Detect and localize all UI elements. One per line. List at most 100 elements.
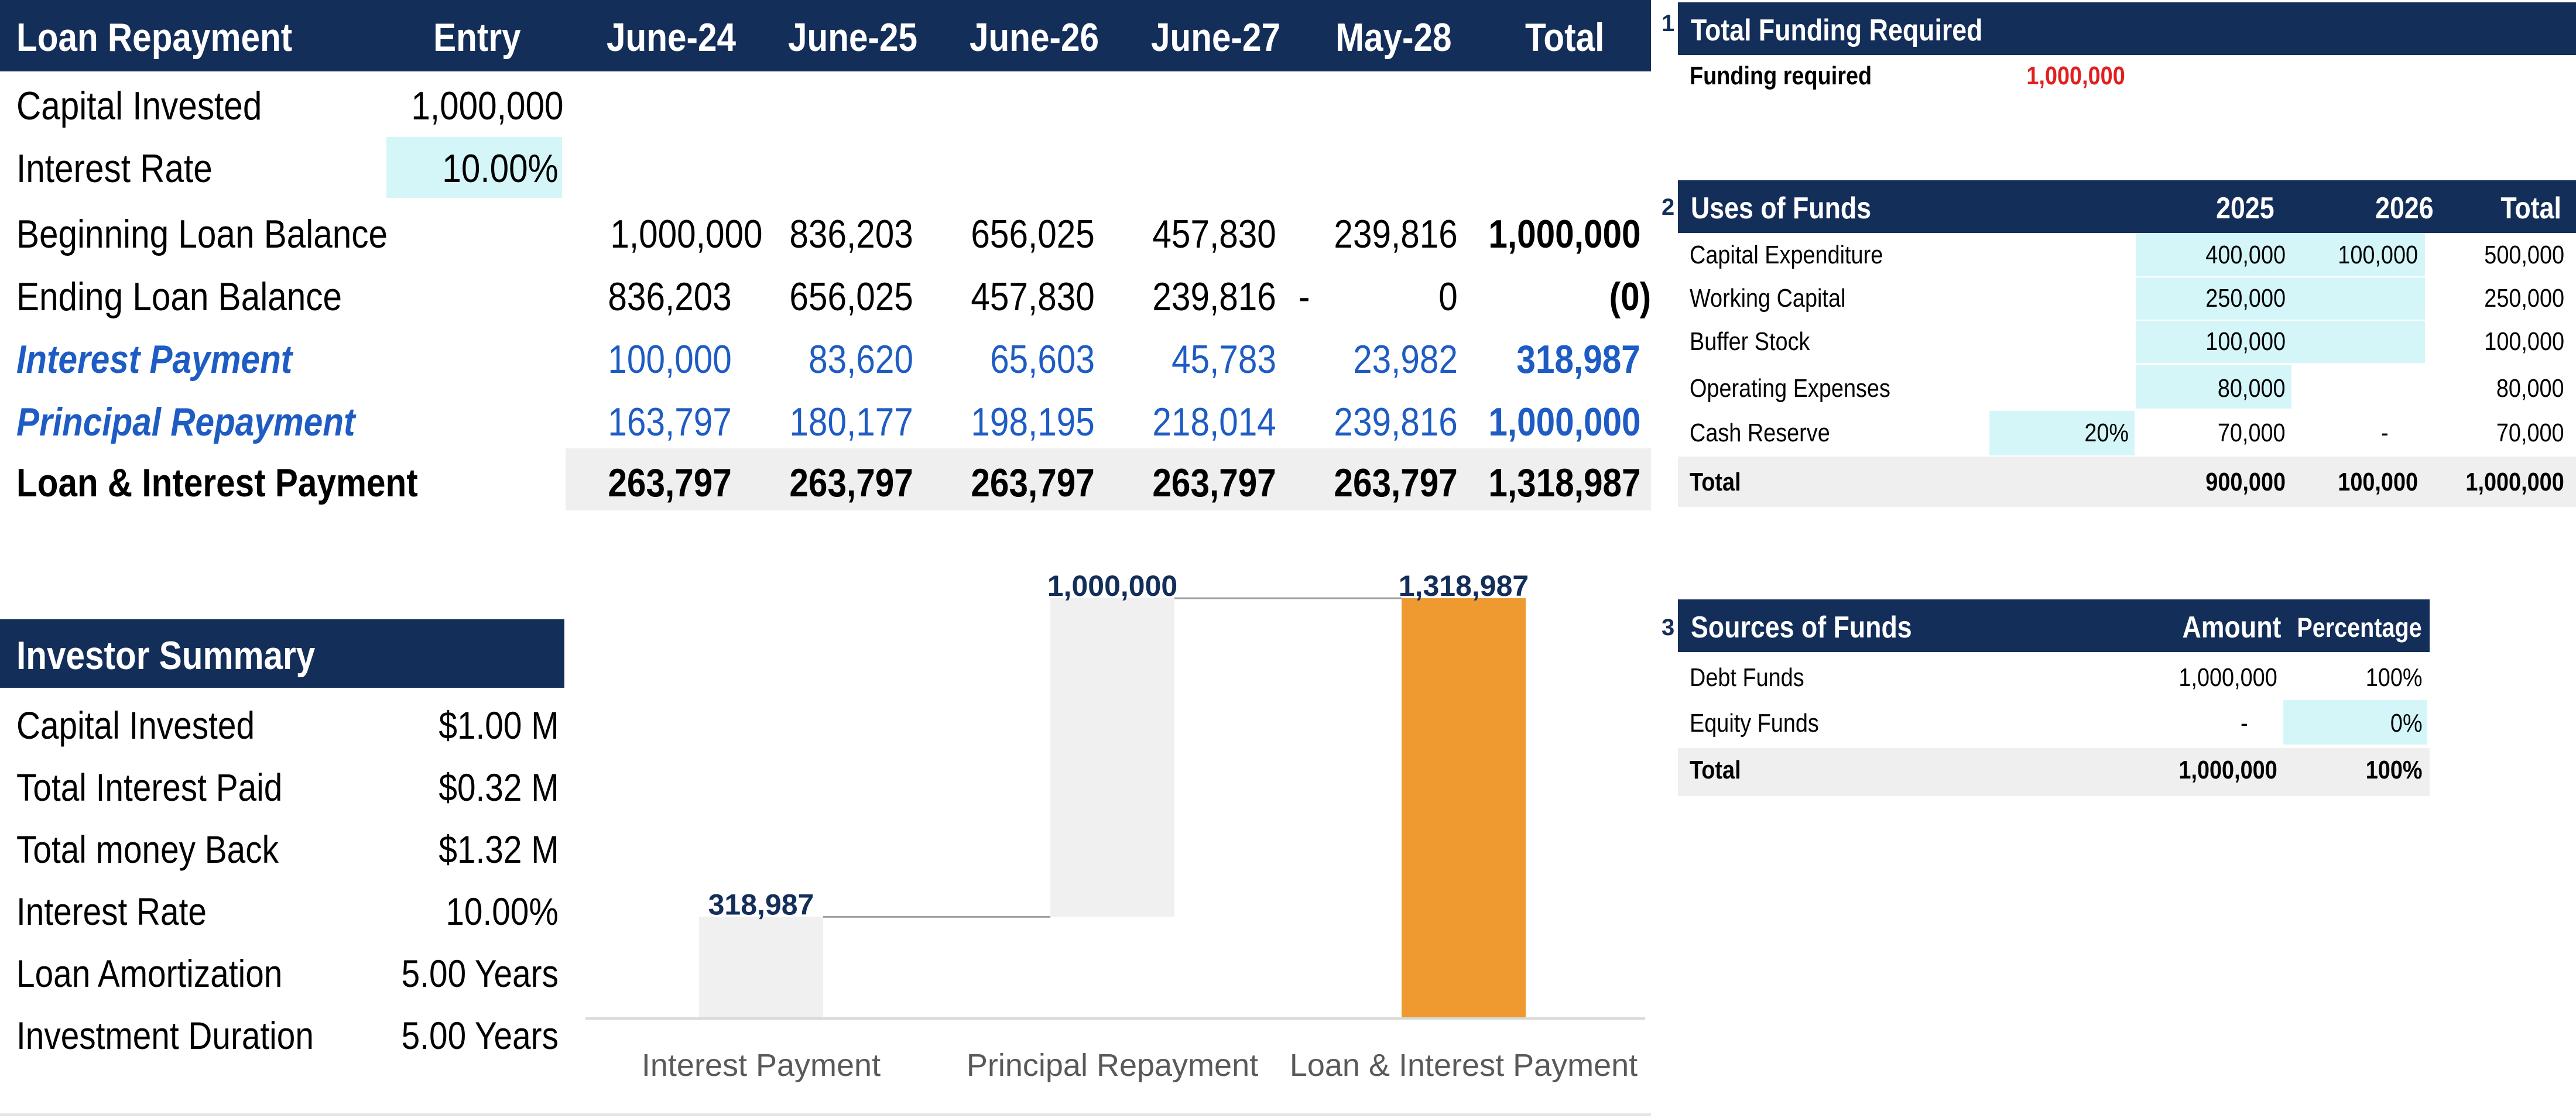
summary-label: Investment Duration [16, 1014, 314, 1057]
category-label: Principal Repayment [967, 1048, 1258, 1083]
summary-label: Capital Invested [16, 704, 255, 747]
cell-total: 1,318,987 [1488, 461, 1641, 505]
waterfall-bar [1402, 598, 1526, 1018]
uses-row-total: 70,000 [2496, 419, 2564, 447]
uses-row-2026: - [2381, 419, 2389, 447]
cell-value: 100,000 [608, 337, 732, 382]
cell-total: (0) [1609, 275, 1651, 319]
total-row-band [1678, 457, 2576, 507]
sources-of-funds-title: Sources of Funds [1691, 611, 1912, 644]
uses-of-funds-title: Uses of Funds [1691, 191, 1872, 225]
uses-row-label: Cash Reserve [1690, 419, 1830, 447]
uses-row-percent[interactable]: 20% [2084, 419, 2129, 447]
summary-value: $0.32 M [438, 766, 559, 809]
col-header-entry: Entry [433, 15, 521, 60]
uses-row-total: 500,000 [2484, 241, 2564, 269]
summary-row: Total money Back $1.32 M [0, 817, 564, 879]
cell-dash: - [1299, 275, 1310, 319]
row-interest-rate: Interest Rate 10.00% [0, 136, 1651, 199]
input-cell[interactable] [2282, 277, 2425, 320]
loan-repayment-title: Loan Repayment [16, 15, 293, 60]
input-cell[interactable] [2282, 321, 2425, 363]
uses-row-2025[interactable]: 400,000 [2205, 241, 2286, 269]
uses-row-total: 100,000 [2484, 327, 2564, 356]
sources-row-label: Equity Funds [1690, 709, 1819, 738]
cell-value: 239,816 [1334, 212, 1458, 256]
row-capital-invested: Capital Invested 1,000,000 [0, 74, 1651, 136]
summary-value: 5.00 Years [401, 952, 559, 995]
sources-total-amount: 1,000,000 [2178, 756, 2277, 784]
cell-value: 45,783 [1171, 337, 1276, 382]
cell-value: 0 [1438, 275, 1458, 319]
summary-value: 5.00 Years [401, 1014, 559, 1057]
uses-row-2025: 70,000 [2218, 419, 2286, 447]
cell-value: 656,025 [971, 212, 1095, 256]
cell-value: 180,177 [789, 400, 913, 444]
category-label: Loan & Interest Payment [1290, 1048, 1638, 1083]
input-cell[interactable] [2136, 277, 2291, 320]
input-cell[interactable] [2136, 365, 2291, 409]
col-header-2026: 2026 [2375, 191, 2434, 225]
uses-row-label: Operating Expenses [1690, 374, 1890, 403]
uses-row-2026[interactable] [2283, 275, 2418, 321]
section-number: 2 [1662, 194, 1675, 220]
input-cell[interactable] [2136, 233, 2291, 276]
funding-required-label: Funding required [1690, 61, 1872, 90]
row-beginning-loan-balance: Beginning Loan Balance 1,000,000 836,203… [0, 202, 1651, 265]
input-cell[interactable] [2283, 700, 2427, 745]
cell-value: 457,830 [1152, 212, 1276, 256]
sources-row-amount: 1,000,000 [2178, 663, 2277, 692]
row-ending-loan-balance: Ending Loan Balance 836,203 656,025 457,… [0, 265, 1651, 327]
cell-value: 263,797 [789, 461, 913, 505]
data-label: 1,318,987 [1399, 570, 1529, 602]
capital-invested-entry[interactable]: 1,000,000 [411, 84, 564, 128]
uses-row-2025[interactable]: 100,000 [2205, 327, 2286, 356]
waterfall-bar [699, 917, 823, 1018]
cell-value: 163,797 [608, 400, 732, 444]
input-cell[interactable] [2282, 233, 2425, 276]
cell-value: 656,025 [789, 275, 913, 319]
summary-row: Interest Rate 10.00% [0, 879, 564, 941]
summary-value: 10.00% [446, 890, 559, 933]
sources-total-label: Total [1690, 756, 1741, 784]
input-cell[interactable] [1989, 411, 2135, 455]
section-number: 1 [1662, 11, 1675, 36]
uses-row-2026[interactable] [2283, 365, 2418, 411]
row-label: Beginning Loan Balance [16, 212, 388, 256]
row-label: Ending Loan Balance [16, 275, 342, 319]
summary-row: Total Interest Paid $0.32 M [0, 755, 564, 817]
row-label: Loan & Interest Payment [16, 461, 418, 505]
uses-row-label: Working Capital [1690, 284, 1846, 313]
summary-value: $1.00 M [438, 704, 559, 747]
interest-rate-entry[interactable]: 10.00% [442, 146, 559, 191]
cell-value: 457,830 [971, 275, 1095, 319]
total-funding-title: Total Funding Required [1691, 13, 1983, 47]
cell-value: 239,816 [1334, 400, 1458, 444]
investor-summary-header: Investor Summary [0, 619, 564, 688]
cell-value: 263,797 [608, 461, 732, 505]
input-cell[interactable] [2136, 321, 2291, 363]
cell-value: 1,000,000 [610, 212, 763, 256]
section-number: 3 [1662, 615, 1675, 640]
summary-label: Total Interest Paid [16, 766, 283, 809]
cell-value: 23,982 [1353, 337, 1458, 382]
funding-required-value: 1,000,000 [2026, 61, 2125, 90]
cell-total: 1,000,000 [1488, 212, 1641, 256]
summary-row: Loan Amortization 5.00 Years [0, 941, 564, 1003]
row-label: Interest Payment [16, 337, 293, 382]
uses-row-label: Capital Expenditure [1690, 241, 1883, 269]
row-interest-payment: Interest Payment 100,000 83,620 65,603 4… [0, 327, 1651, 390]
cell-value: 263,797 [1152, 461, 1276, 505]
total-funding-header: Total Funding Required [1678, 2, 2576, 55]
uses-row-2026[interactable] [2283, 318, 2418, 364]
col-header-amount: Amount [2182, 611, 2281, 644]
interest-rate-input-cell[interactable] [386, 137, 562, 198]
uses-row-2025[interactable]: 80,000 [2218, 374, 2286, 403]
uses-row-total: 250,000 [2484, 284, 2564, 313]
data-label: 1,000,000 [1047, 570, 1177, 602]
total-row-band [566, 448, 1651, 510]
sources-row-pct[interactable]: 0% [2390, 709, 2423, 738]
uses-row-2026[interactable]: 100,000 [2338, 241, 2418, 269]
uses-row-2025[interactable]: 250,000 [2205, 284, 2286, 313]
row-label: Interest Rate [16, 146, 213, 191]
